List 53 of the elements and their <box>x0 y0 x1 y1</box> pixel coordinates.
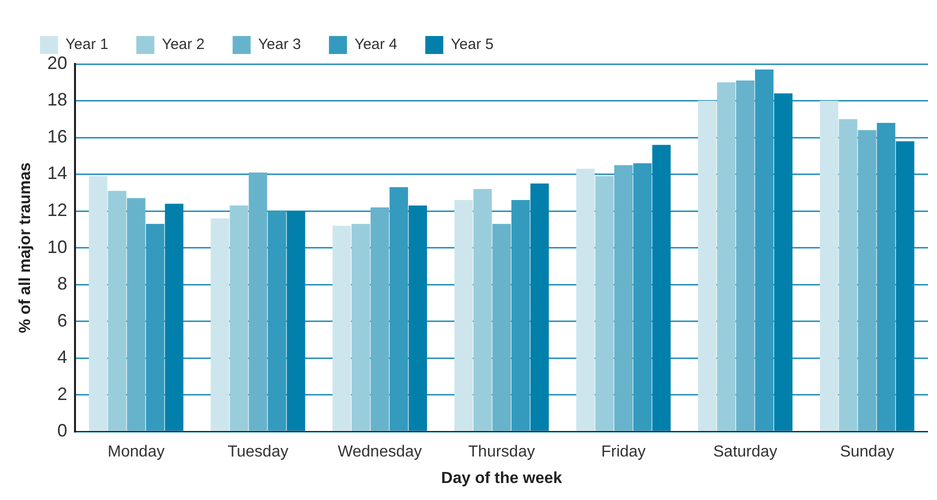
y-tick-label: 8 <box>57 274 68 294</box>
bar <box>595 176 614 431</box>
bar <box>736 80 754 431</box>
bar <box>210 218 230 431</box>
y-tick-label: 10 <box>47 236 68 257</box>
bar <box>473 188 492 431</box>
bar <box>717 82 736 431</box>
y-axis-title: % of all major traumas <box>17 162 34 334</box>
bar <box>370 207 390 431</box>
bar <box>230 206 248 431</box>
bar <box>248 172 268 431</box>
x-tick-label: Sunday <box>840 444 894 461</box>
y-tick-label: 0 <box>57 420 68 441</box>
bar <box>838 119 858 431</box>
bar <box>652 144 671 431</box>
bar <box>88 176 108 431</box>
x-axis-title: Day of the week <box>441 470 562 487</box>
legend-label: Year 5 <box>450 36 494 54</box>
bar <box>164 204 184 431</box>
bar <box>820 100 838 431</box>
x-tick-label: Saturday <box>713 444 778 461</box>
bar <box>108 190 126 431</box>
bar <box>408 206 428 431</box>
bar <box>576 168 595 431</box>
legend-label: Year 1 <box>66 36 108 54</box>
legend-label: Year 2 <box>162 36 205 54</box>
bar <box>332 226 351 431</box>
y-tick-label: 2 <box>57 384 68 404</box>
bar <box>774 93 792 431</box>
bar <box>286 211 306 431</box>
y-tick-label: 18 <box>47 90 68 110</box>
y-tick-label: 6 <box>57 310 68 330</box>
x-tick-label: Tuesday <box>228 444 288 461</box>
y-tick-label: 16 <box>47 126 68 146</box>
x-tick-label: Thursday <box>468 444 535 461</box>
y-tick-label: 12 <box>47 200 68 220</box>
legend-label: Year 4 <box>354 36 398 54</box>
bar <box>492 224 511 431</box>
y-tick-label: 14 <box>47 163 68 184</box>
bar <box>858 130 876 431</box>
x-tick-label: Friday <box>601 444 646 461</box>
bar <box>530 183 549 431</box>
legend-label: Year 3 <box>258 36 301 54</box>
bar <box>454 200 473 431</box>
x-tick-label: Wednesday <box>338 444 422 461</box>
y-tick-label: 20 <box>47 52 68 73</box>
x-tick-label: Monday <box>108 444 165 461</box>
y-tick-label: 4 <box>57 347 68 368</box>
bar <box>126 198 146 431</box>
bar <box>352 224 370 431</box>
bar <box>698 100 716 431</box>
bar <box>614 165 633 431</box>
bar <box>896 141 914 431</box>
